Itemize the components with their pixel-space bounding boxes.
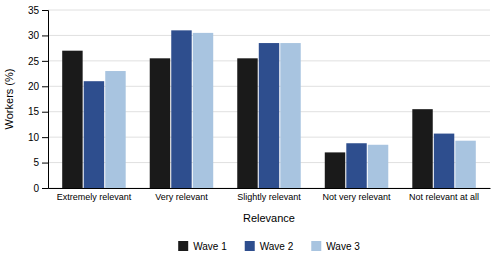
bar [237, 58, 257, 188]
y-tick-mark [42, 61, 48, 62]
x-tick: Very relevant [155, 192, 208, 202]
y-tick-label: 20 [28, 81, 40, 92]
x-tick-label: Very relevant [155, 192, 208, 202]
y-tick: 15 [28, 106, 48, 117]
x-tick: Not relevant at all [409, 192, 479, 202]
bar [368, 145, 388, 188]
y-axis: 0 5 10 15 20 25 30 35 [28, 5, 49, 194]
grid-line [48, 35, 490, 36]
y-tick-mark [42, 112, 48, 113]
bar-series [105, 33, 476, 188]
plot: 0 5 10 15 20 25 30 35 Extremely relevant Very rel… [28, 5, 491, 203]
x-tick-label: Not very relevant [323, 192, 392, 202]
x-tick-label: Not relevant at all [409, 192, 479, 202]
legend-swatch [245, 241, 255, 251]
x-axis: Extremely relevant Very relevant Slightly … [49, 189, 491, 203]
legend-item: Wave 1 [178, 241, 227, 252]
legend-item: Wave 2 [245, 241, 294, 252]
bar [171, 30, 191, 188]
bar [434, 134, 454, 188]
legend-item: Wave 3 [311, 241, 360, 252]
legend-label: Wave 2 [260, 241, 294, 252]
y-tick: 0 [33, 183, 48, 194]
bar [105, 71, 125, 188]
y-axis-title: Workers (%) [3, 69, 15, 130]
y-tick-mark [42, 10, 48, 11]
x-axis-line [49, 188, 491, 189]
bar [346, 143, 366, 188]
y-tick-label: 5 [33, 157, 39, 168]
bar [259, 43, 279, 188]
x-tick: Slightly relevant [237, 192, 301, 202]
y-tick: 30 [28, 30, 48, 41]
y-tick: 10 [28, 132, 48, 143]
bar-series [84, 30, 455, 188]
y-tick-mark [42, 137, 48, 138]
y-tick: 5 [33, 157, 48, 168]
bar [455, 141, 475, 188]
y-tick-mark [42, 188, 48, 189]
y-tick-label: 15 [28, 106, 40, 117]
y-tick: 35 [28, 5, 48, 16]
bar [412, 109, 432, 188]
legend-swatch [178, 241, 188, 251]
y-tick-label: 0 [33, 183, 39, 194]
bar [193, 33, 213, 188]
y-tick-label: 10 [28, 132, 40, 143]
y-tick-label: 35 [28, 5, 40, 16]
y-tick: 25 [28, 56, 48, 67]
x-tick-label: Slightly relevant [237, 192, 301, 202]
y-axis-line [42, 11, 49, 189]
x-tick-label: Extremely relevant [57, 192, 132, 202]
y-tick-label: 30 [28, 30, 40, 41]
bar [150, 58, 170, 188]
legend-swatch [311, 241, 321, 251]
y-tick-mark [42, 163, 48, 164]
bar [62, 51, 82, 188]
chart: 0 5 10 15 20 25 30 35 Extremely relevant Very rel… [0, 0, 500, 260]
x-tick: Extremely relevant [57, 192, 132, 202]
y-tick-mark [42, 86, 48, 87]
grid [48, 10, 490, 188]
grid-line [48, 10, 490, 11]
bar [280, 43, 300, 188]
legend-label: Wave 1 [193, 241, 227, 252]
y-tick-label: 25 [28, 56, 40, 67]
legend: Wave 1 Wave 2 Wave 3 [178, 241, 360, 252]
legend-label: Wave 3 [326, 241, 360, 252]
bar-series [62, 51, 433, 188]
x-axis-title: Relevance [243, 212, 295, 224]
x-tick: Not very relevant [323, 192, 392, 202]
y-tick-mark [42, 35, 48, 36]
y-tick: 20 [28, 81, 48, 92]
bar [325, 152, 345, 188]
bars [62, 30, 476, 188]
bar [84, 81, 104, 188]
